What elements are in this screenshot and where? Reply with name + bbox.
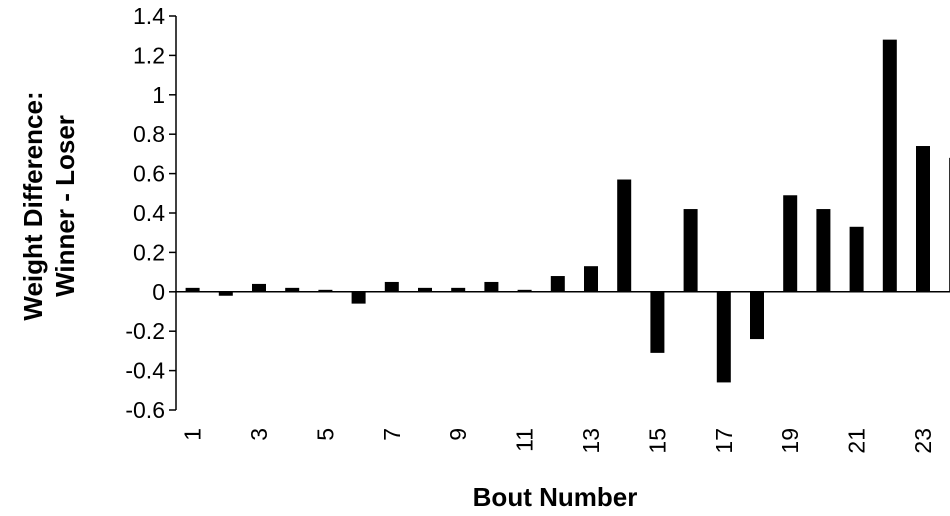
- bar: [318, 289, 333, 292]
- bar: [550, 276, 565, 292]
- bar: [882, 39, 897, 292]
- x-tick-label: 21: [844, 428, 870, 454]
- y-axis-title-line2: Winner - Loser: [50, 115, 80, 297]
- bar: [783, 195, 798, 292]
- y-tick-label: -0.4: [125, 358, 165, 384]
- x-axis-ticks: 1 3 5 7 9 11 13 15 17 19 21 23: [180, 428, 936, 454]
- bar: [285, 287, 300, 292]
- bar: [351, 291, 366, 304]
- x-tick-label: 19: [777, 428, 803, 454]
- y-tick-label: 1: [152, 82, 165, 108]
- bar: [650, 291, 665, 353]
- x-tick-label: 7: [379, 428, 405, 441]
- y-axis-title: Weight Difference: Winner - Loser: [18, 91, 80, 320]
- y-tick-label: 0: [152, 279, 165, 305]
- bar: [683, 209, 698, 292]
- x-tick-label: 11: [512, 428, 538, 452]
- x-axis-title: Bout Number: [473, 482, 638, 512]
- bar: [916, 146, 930, 292]
- x-tick-label: 9: [445, 428, 471, 441]
- bars: [185, 39, 950, 383]
- x-tick-label: 23: [910, 428, 936, 454]
- y-tick-label: -0.6: [125, 397, 165, 423]
- y-tick-label: 1.2: [133, 42, 165, 68]
- bar: [517, 289, 532, 292]
- bar: [750, 291, 764, 340]
- y-tick-label: 0.8: [133, 121, 165, 147]
- bar: [849, 226, 864, 292]
- x-tick-label: 15: [644, 428, 670, 454]
- y-tick-label: 0.6: [133, 161, 165, 187]
- bar: [816, 209, 831, 292]
- y-tick-label: 1.4: [133, 3, 165, 29]
- bar: [218, 291, 233, 296]
- x-tick-label: 5: [312, 428, 338, 441]
- x-tick-label: 13: [578, 428, 604, 454]
- bar: [185, 287, 200, 292]
- y-axis-ticks: -0.6 -0.4 -0.2 0 0.2 0.4 0.6 0.8 1 1.2 1.4: [125, 3, 176, 423]
- y-tick-label: 0.4: [133, 200, 165, 226]
- y-tick-label: -0.2: [125, 318, 165, 344]
- bar: [451, 287, 466, 292]
- x-tick-label: 17: [711, 428, 737, 454]
- x-tick-label: 3: [246, 428, 272, 441]
- y-axis-title-line1: Weight Difference:: [18, 91, 48, 320]
- bar: [384, 281, 399, 292]
- y-tick-label: 0.2: [133, 239, 165, 265]
- bar: [484, 281, 499, 292]
- bar: [617, 179, 632, 292]
- bar: [584, 266, 598, 292]
- bar: [252, 283, 266, 292]
- bar: [716, 291, 731, 383]
- bar: [418, 287, 432, 292]
- x-tick-label: 1: [180, 428, 206, 441]
